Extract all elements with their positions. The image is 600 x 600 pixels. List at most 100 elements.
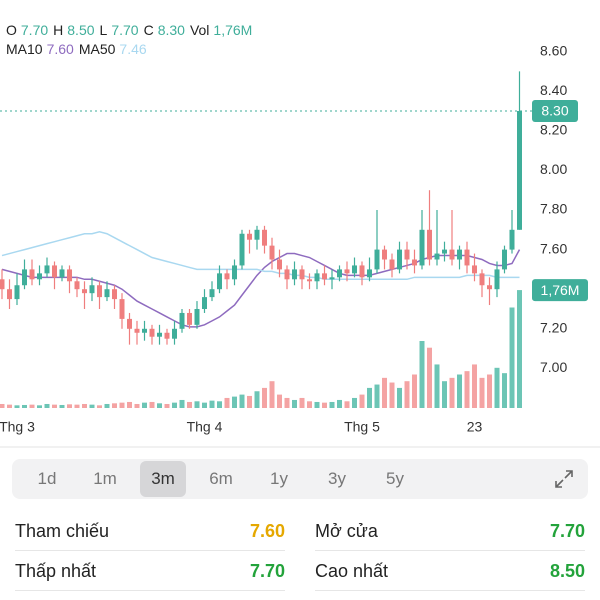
- candle-body: [487, 285, 492, 290]
- range-option[interactable]: 3m: [140, 461, 186, 497]
- range-option[interactable]: 3y: [328, 469, 346, 488]
- volume-bar: [7, 404, 12, 408]
- volume-bar: [449, 377, 455, 408]
- candle-body: [434, 253, 440, 260]
- legend-label: MA10: [6, 41, 43, 57]
- legend-label: H: [53, 22, 63, 38]
- x-tick-label: Thg 3: [0, 419, 35, 435]
- stat-label: Thấp nhất: [15, 561, 97, 581]
- range-option[interactable]: 1y: [270, 469, 288, 488]
- candle-body: [134, 328, 140, 333]
- volume-bar: [269, 381, 275, 408]
- candle-body: [59, 269, 65, 278]
- candle-body: [344, 269, 350, 274]
- volume-bar: [119, 402, 125, 408]
- range-option[interactable]: 5y: [386, 469, 404, 488]
- stat-value: 7.60: [249, 521, 285, 541]
- volume-bar: [292, 399, 297, 408]
- candle-body: [457, 249, 462, 260]
- y-tick-label: 8.40: [540, 82, 567, 98]
- volume-bar: [97, 405, 102, 408]
- stat-row: Tham chiếu 7.60: [15, 512, 285, 551]
- candle-body: [419, 229, 425, 266]
- volume-bar: [209, 400, 215, 408]
- volume-bar: [517, 290, 522, 408]
- volume-tag: [532, 279, 588, 302]
- volume-tag-label: 1,76M: [541, 282, 580, 298]
- legend-label: L: [100, 22, 108, 38]
- range-option[interactable]: 1m: [93, 469, 117, 488]
- volume-bar: [509, 307, 515, 408]
- volume-bar: [59, 404, 65, 408]
- candle-body: [509, 229, 515, 250]
- price-tag-label: 8.30: [541, 103, 568, 119]
- volume-bar: [299, 397, 305, 408]
- volume-bar: [412, 374, 417, 408]
- candle-body: [29, 269, 35, 280]
- legend-label: C: [144, 22, 154, 38]
- volume-bar: [89, 404, 95, 408]
- y-tick-label: 7.00: [540, 359, 567, 375]
- volume-bar: [397, 387, 402, 408]
- expand-icon[interactable]: [554, 469, 574, 489]
- candle-body: [119, 299, 125, 319]
- legend-value: 7.60: [47, 41, 74, 57]
- y-tick-label: 7.80: [540, 201, 567, 217]
- candle-body: [479, 273, 485, 286]
- candle-body: [89, 285, 95, 294]
- range-selector: 1d 1m 3m 6m 1y 3y 5y: [12, 459, 588, 499]
- legend-value: 7.46: [119, 41, 146, 57]
- x-tick-label: Thg 4: [187, 419, 223, 435]
- volume-bar: [179, 399, 185, 408]
- candle-body: [224, 273, 230, 280]
- legend-value: 7.70: [21, 22, 48, 38]
- candle-body: [337, 269, 342, 278]
- legend-label: Vol: [190, 22, 209, 38]
- candle-body: [262, 229, 267, 246]
- y-tick-label: 8.20: [540, 122, 567, 138]
- legend-label: MA50: [79, 41, 116, 57]
- volume-bar: [494, 367, 500, 408]
- volume-bar: [202, 402, 207, 408]
- volume-bar: [314, 401, 320, 408]
- x-tick-label: Thg 5: [344, 419, 380, 435]
- volume-bar: [247, 395, 252, 408]
- candle-body: [37, 273, 42, 280]
- candle-body: [277, 259, 282, 270]
- volume-bar: [14, 405, 20, 408]
- candle-body: [352, 265, 357, 274]
- volume-bar: [239, 394, 245, 408]
- stat-row: Cao nhất 8.50: [315, 552, 585, 591]
- candle-body: [14, 285, 20, 300]
- y-tick-label: 8.00: [540, 161, 567, 177]
- volume-bar: [217, 401, 222, 408]
- volume-bar: [284, 397, 290, 408]
- volume-bar: [337, 399, 342, 408]
- volume-bar: [224, 397, 230, 408]
- x-tick-label: 23: [467, 419, 483, 435]
- candle-body: [389, 259, 395, 270]
- legend-value: 8.50: [67, 22, 94, 38]
- volume-bar: [479, 377, 485, 408]
- volume-bar: [457, 374, 462, 408]
- volume-bar: [82, 403, 87, 408]
- candle-body: [382, 249, 387, 260]
- legend-value: 8.30: [158, 22, 185, 38]
- volume-bar: [134, 403, 140, 408]
- candle-body: [0, 279, 5, 290]
- candle-body: [187, 312, 192, 325]
- range-option[interactable]: 1d: [37, 469, 57, 488]
- ohlc-legend: O 7.70 H 8.50 L 7.70 C 8.30 Vol 1,76M: [6, 22, 252, 38]
- candle-body: [127, 318, 132, 329]
- volume-bar: [322, 402, 327, 408]
- candle-body: [397, 249, 402, 270]
- candle-body: [427, 229, 432, 260]
- range-option[interactable]: 6m: [209, 469, 233, 488]
- candle-body: [322, 273, 327, 280]
- volume-bar: [307, 401, 312, 408]
- candle-body: [149, 328, 155, 337]
- volume-bar: [404, 381, 410, 408]
- ma-line: [1, 231, 520, 281]
- candle-body: [307, 279, 312, 282]
- candle-body: [472, 265, 477, 274]
